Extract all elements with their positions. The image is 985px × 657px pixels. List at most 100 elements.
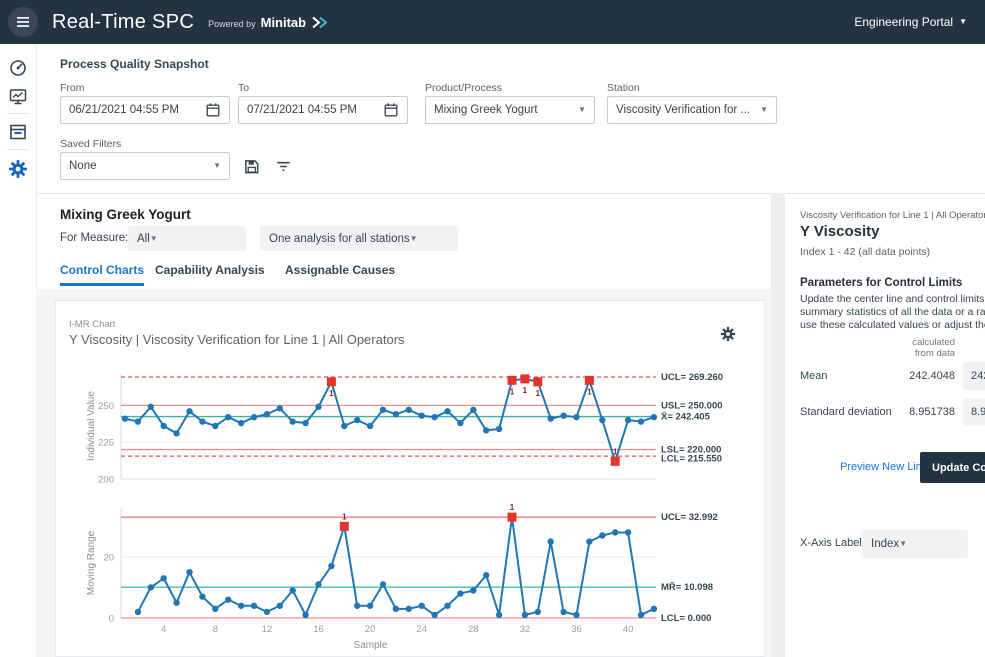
tab-assignable-causes[interactable]: Assignable Causes: [285, 263, 395, 277]
gear-icon: [8, 159, 28, 179]
product-process-select[interactable]: Mixing Greek Yogurt ▼: [425, 96, 595, 124]
svg-text:8: 8: [213, 624, 218, 635]
xaxis-value: Index: [871, 538, 899, 550]
save-filter-button[interactable]: [242, 157, 260, 175]
monitor-chart-icon: [8, 87, 28, 107]
panel-subtitle: Viscosity Verification for Line 1 | All …: [800, 210, 985, 221]
panel-title: Y Viscosity: [800, 223, 880, 240]
station-value: Viscosity Verification for ...: [616, 104, 760, 116]
tab-capability-analysis[interactable]: Capability Analysis: [155, 263, 265, 277]
calculated-column-header: calculated from data: [875, 337, 955, 359]
chevron-down-icon: ▼: [760, 106, 768, 114]
svg-text:1: 1: [510, 503, 515, 512]
analysis-mode-select[interactable]: One analysis for all stations ▼: [260, 226, 458, 251]
svg-text:28: 28: [468, 624, 479, 635]
parameters-panel: Viscosity Verification for Line 1 | All …: [785, 194, 985, 657]
sidebar-separator: [7, 113, 29, 114]
brand-name: Minitab: [261, 15, 307, 30]
save-icon: [243, 158, 260, 175]
calendar-icon[interactable]: [205, 102, 221, 118]
svg-text:USL= 250.000: USL= 250.000: [661, 400, 723, 411]
archive-box-icon: [8, 122, 28, 142]
to-datetime-input[interactable]: 07/21/2021 04:55 PM: [238, 96, 408, 124]
gauge-icon: [8, 58, 28, 78]
from-datetime-value: 06/21/2021 04:55 PM: [69, 104, 205, 116]
xaxis-select[interactable]: Index ▼: [862, 530, 968, 558]
saved-filters-select[interactable]: None ▼: [60, 152, 230, 180]
app-header: Real-Time SPC Powered by Minitab Enginee…: [0, 0, 985, 44]
to-datetime-value: 07/21/2021 04:55 PM: [247, 104, 383, 116]
filter-button[interactable]: [274, 157, 292, 175]
chevron-down-icon: ▼: [150, 235, 158, 243]
sidebar-item-monitoring[interactable]: [8, 87, 28, 107]
hamburger-menu-button[interactable]: [8, 7, 38, 37]
for-measure-label: For Measure:: [60, 232, 128, 244]
to-label: To: [238, 82, 249, 94]
from-label: From: [60, 82, 85, 94]
calendar-icon[interactable]: [383, 102, 399, 118]
product-process-label: Product/Process: [425, 82, 502, 94]
svg-text:4: 4: [161, 624, 166, 635]
powered-by: Powered by Minitab: [208, 15, 329, 30]
powered-by-label: Powered by: [208, 19, 256, 29]
svg-text:UCL= 32.992: UCL= 32.992: [661, 512, 718, 523]
nav-sidebar: [0, 44, 37, 657]
sidebar-item-archive[interactable]: [8, 122, 28, 142]
svg-text:UCL= 269.260: UCL= 269.260: [661, 372, 723, 383]
product-process-value: Mixing Greek Yogurt: [434, 104, 578, 116]
chart-settings-button[interactable]: [719, 325, 737, 343]
svg-text:32: 32: [520, 624, 531, 635]
analysis-title: Mixing Greek Yogurt: [60, 207, 191, 222]
svg-text:1: 1: [587, 387, 592, 396]
chart-type-label: I-MR Chart: [69, 319, 115, 330]
control-chart-card: I-MR Chart Y Viscosity | Viscosity Verif…: [55, 300, 765, 657]
index-range-label: Index 1 - 42 (all data points): [800, 246, 930, 258]
svg-text:1: 1: [613, 447, 618, 456]
svg-text:Moving Range: Moving Range: [86, 530, 97, 595]
mean-input[interactable]: 242.4048: [963, 362, 985, 390]
sidebar-item-dashboard[interactable]: [8, 58, 28, 78]
stddev-input[interactable]: 8.951738: [963, 398, 985, 426]
chart-title: Y Viscosity | Viscosity Verification for…: [69, 332, 405, 347]
saved-filters-label: Saved Filters: [60, 138, 121, 150]
svg-text:40: 40: [623, 624, 634, 635]
svg-text:MR̄= 10.098: MR̄= 10.098: [661, 582, 713, 593]
svg-text:1: 1: [342, 512, 347, 521]
moving-range-chart: 020UCL= 32.992MR̄= 10.098LCL= 0.00011Mov…: [64, 500, 764, 657]
parameters-section-title: Parameters for Control Limits: [800, 277, 962, 289]
sidebar-separator: [7, 149, 29, 150]
svg-text:LCL= 215.550: LCL= 215.550: [661, 454, 722, 465]
svg-text:24: 24: [416, 624, 427, 635]
station-label: Station: [607, 82, 640, 94]
saved-filters-value: None: [69, 160, 213, 172]
xaxis-label: X-Axis Label:: [800, 537, 865, 549]
chevron-down-icon: ▼: [959, 18, 967, 26]
portal-menu[interactable]: Engineering Portal ▼: [854, 15, 967, 29]
mean-calculated-value: 242.4048: [875, 370, 955, 382]
station-select[interactable]: Viscosity Verification for ... ▼: [607, 96, 777, 124]
svg-text:Sample: Sample: [354, 640, 388, 651]
portal-menu-label: Engineering Portal: [854, 15, 953, 29]
app-title: Real-Time SPC: [52, 11, 194, 34]
svg-text:1: 1: [329, 389, 334, 398]
svg-text:1: 1: [510, 387, 515, 396]
chevron-down-icon: ▼: [578, 106, 586, 114]
svg-text:X̄= 242.405: X̄= 242.405: [661, 411, 711, 422]
measure-value: All: [137, 233, 150, 245]
from-datetime-input[interactable]: 06/21/2021 04:55 PM: [60, 96, 230, 124]
tab-control-charts[interactable]: Control Charts: [60, 263, 144, 286]
hamburger-icon: [16, 16, 30, 28]
stddev-calculated-value: 8.951738: [875, 406, 955, 418]
real-time-spc-app: Real-Time SPC Powered by Minitab Enginee…: [0, 0, 985, 657]
measure-select[interactable]: All ▼: [128, 226, 246, 251]
svg-text:12: 12: [262, 624, 273, 635]
svg-text:LCL= 0.000: LCL= 0.000: [661, 613, 711, 624]
chevron-down-icon: ▼: [410, 235, 418, 243]
sidebar-item-settings[interactable]: [8, 159, 28, 179]
individual-value-chart: 200225250UCL= 269.260USL= 250.000X̄= 242…: [64, 367, 764, 499]
svg-text:20: 20: [365, 624, 376, 635]
svg-text:16: 16: [313, 624, 324, 635]
svg-text:36: 36: [571, 624, 582, 635]
gear-icon: [720, 326, 736, 342]
update-control-limits-button[interactable]: Update Control Limits: [920, 452, 985, 483]
